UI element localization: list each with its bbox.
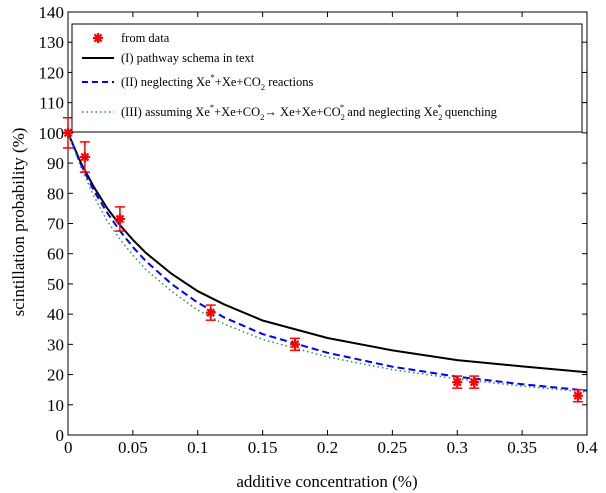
data-marker-asterisk (114, 213, 125, 224)
x-tick-label: 0.2 (317, 438, 338, 457)
model-curves (67, 132, 588, 393)
data-point (63, 117, 73, 149)
legend-marker-asterisk (93, 33, 103, 43)
x-tick-label: 0.25 (378, 438, 408, 457)
data-marker-asterisk (205, 307, 216, 318)
y-tick-label: 80 (47, 184, 64, 203)
data-marker-asterisk (452, 377, 463, 388)
data-points (63, 117, 583, 403)
y-axis-label: scintillation probability (%) (9, 128, 28, 317)
legend-label-model-2: (II) neglecting Xe*+Xe+CO2 reactions (121, 72, 313, 92)
x-tick-label: 0.35 (507, 438, 537, 457)
y-tick-label: 90 (47, 154, 64, 173)
x-tick-label: 0.3 (447, 438, 468, 457)
data-point (469, 375, 480, 389)
legend-entry-model-3: (III) assuming Xe*+Xe+CO2→ Xe+Xe+CO2* an… (82, 102, 498, 122)
legend-label-model-1: (I) pathway schema in text (121, 51, 255, 65)
legend-box (71, 23, 583, 133)
data-point (79, 141, 90, 173)
data-point (452, 375, 463, 389)
data-marker-asterisk (572, 390, 583, 401)
data-point (290, 337, 301, 352)
x-tick-label: 0.05 (118, 438, 148, 457)
x-tick-label: 0.4 (576, 438, 598, 457)
legend-label-data: from data (121, 31, 170, 45)
data-point (114, 206, 125, 232)
legend-label-model-3: (III) assuming Xe*+Xe+CO2→ Xe+Xe+CO2* an… (121, 102, 498, 122)
data-marker-asterisk (290, 339, 301, 350)
legend-asterisk (93, 33, 103, 43)
y-tick-label: 120 (39, 63, 65, 82)
plot-area: 0 0.05 0.1 0.15 0.2 0.25 0.3 0.35 0.4 0 10 20 30 40 50… (39, 3, 599, 457)
x-tick-label: 0 (64, 438, 73, 457)
y-tick-label: 20 (47, 366, 64, 385)
x-tick-label: 0.15 (248, 438, 278, 457)
y-tick-label: 10 (47, 396, 64, 415)
x-tick-label: 0.1 (187, 438, 208, 457)
y-tick-label: 100 (39, 124, 65, 143)
legend-entry-data: from data (93, 31, 170, 45)
y-tick-label: 30 (47, 335, 64, 354)
y-tick-label: 40 (47, 305, 64, 324)
data-marker-asterisk (79, 152, 90, 163)
data-point (572, 388, 583, 403)
x-axis-label: additive concentration (%) (236, 472, 417, 491)
curve-solid (67, 132, 588, 374)
y-tick-label: 110 (39, 94, 64, 113)
data-marker-asterisk (63, 127, 73, 138)
curve-dotted (67, 132, 588, 393)
curve-dashed (67, 132, 588, 392)
legend: from data (I) pathway schema in text (II… (71, 23, 583, 133)
y-tick-label: 50 (47, 275, 64, 294)
data-marker-asterisk (469, 377, 480, 388)
legend-entry-model-2: (II) neglecting Xe*+Xe+CO2 reactions (82, 72, 313, 92)
data-point (205, 304, 216, 321)
axis-ticks: 0 0.05 0.1 0.15 0.2 0.25 0.3 0.35 0.4 0 10 20 30 40 50… (39, 3, 599, 457)
y-tick-label: 60 (47, 245, 64, 264)
y-tick-label: 0 (56, 426, 65, 445)
y-tick-label: 70 (47, 215, 64, 234)
y-tick-label: 140 (39, 3, 65, 22)
legend-entry-model-1: (I) pathway schema in text (82, 51, 255, 65)
y-tick-label: 130 (39, 33, 65, 52)
